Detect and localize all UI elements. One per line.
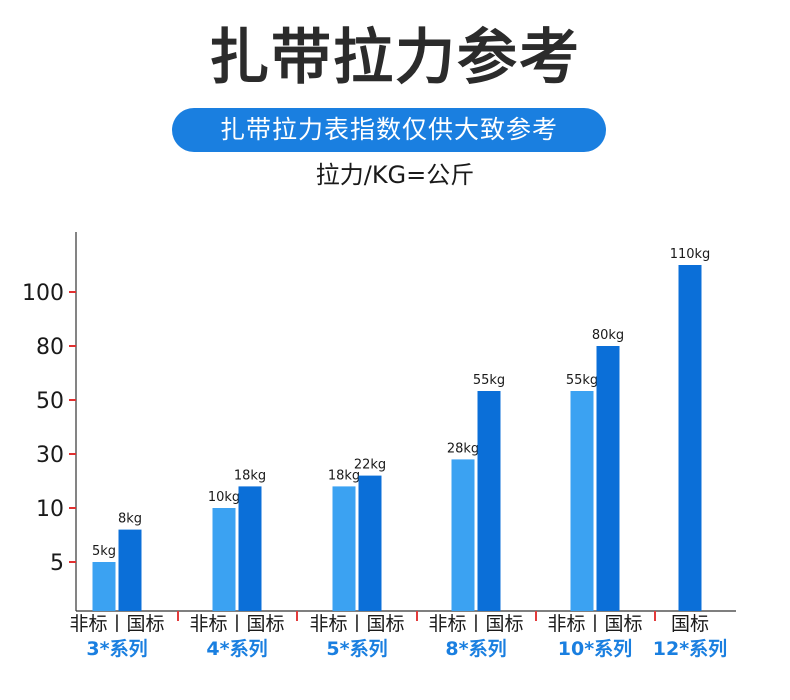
standard-bar [118,529,142,611]
category-group: 非标丨国标 4*系列 [177,612,297,662]
y-tick-label: 80 [36,335,64,360]
nonstandard-data-label: 5kg [92,544,116,559]
nonstandard-data-label: 28kg [447,441,479,456]
category-standard-label: 非标丨国标 [189,613,285,635]
category-standard-label: 国标 [670,613,709,635]
y-tick-label: 50 [36,389,64,414]
subtitle-pill: 扎带拉力表指数仅供大致参考 [172,108,606,152]
category-standard-label: 非标丨国标 [309,613,405,635]
subtitle-text: 扎带拉力表指数仅供大致参考 [219,115,558,144]
nonstandard-bar [332,486,356,611]
y-tick-label: 10 [36,497,64,522]
standard-bar [596,346,620,611]
category-series-label: 5*系列 [326,638,388,660]
category-group: 非标丨国标 3*系列 [57,612,177,662]
standard-data-label: 22kg [354,458,386,473]
nonstandard-data-label: 18kg [328,468,360,483]
standard-bar [358,475,382,611]
standard-bar [678,265,702,611]
category-standard-label: 非标丨国标 [69,613,165,635]
nonstandard-data-label: 10kg [208,490,240,505]
category-standard-label: 非标丨国标 [428,613,524,635]
category-standard-label: 非标丨国标 [547,613,643,635]
category-group: 非标丨国标 10*系列 [535,612,655,662]
category-series-label: 4*系列 [206,638,268,660]
category-group: 非标丨国标 8*系列 [416,612,536,662]
category-series-label: 8*系列 [445,638,507,660]
category-series-label: 3*系列 [86,638,148,660]
nonstandard-bar [570,391,594,611]
category-labels: 非标丨国标 3*系列 非标丨国标 4*系列 非标丨国标 5*系列 非标丨国标 8*系列 非标丨国… [0,612,790,692]
category-group: 非标丨国标 5*系列 [297,612,417,662]
y-tick-label: 5 [50,551,64,576]
nonstandard-data-label: 55kg [566,373,598,388]
y-tick-label: 30 [36,443,64,468]
standard-data-label: 8kg [118,512,142,527]
page-title: 扎带拉力参考 [209,23,581,93]
nonstandard-bar [212,508,236,611]
category-series-label: 10*系列 [557,638,633,660]
standard-bar [477,391,501,611]
category-series-label: 12*系列 [652,638,728,660]
unit-label: 拉力/KG=公斤 [315,161,475,189]
nonstandard-bar [451,459,475,611]
nonstandard-bar [92,562,116,611]
standard-data-label: 55kg [473,373,505,388]
standard-data-label: 80kg [592,328,624,343]
standard-data-label: 18kg [234,468,266,483]
y-tick-label: 100 [22,281,64,306]
standard-bar [238,486,262,611]
standard-data-label: 110kg [670,247,711,262]
category-group: 国标 12*系列 [630,612,750,662]
